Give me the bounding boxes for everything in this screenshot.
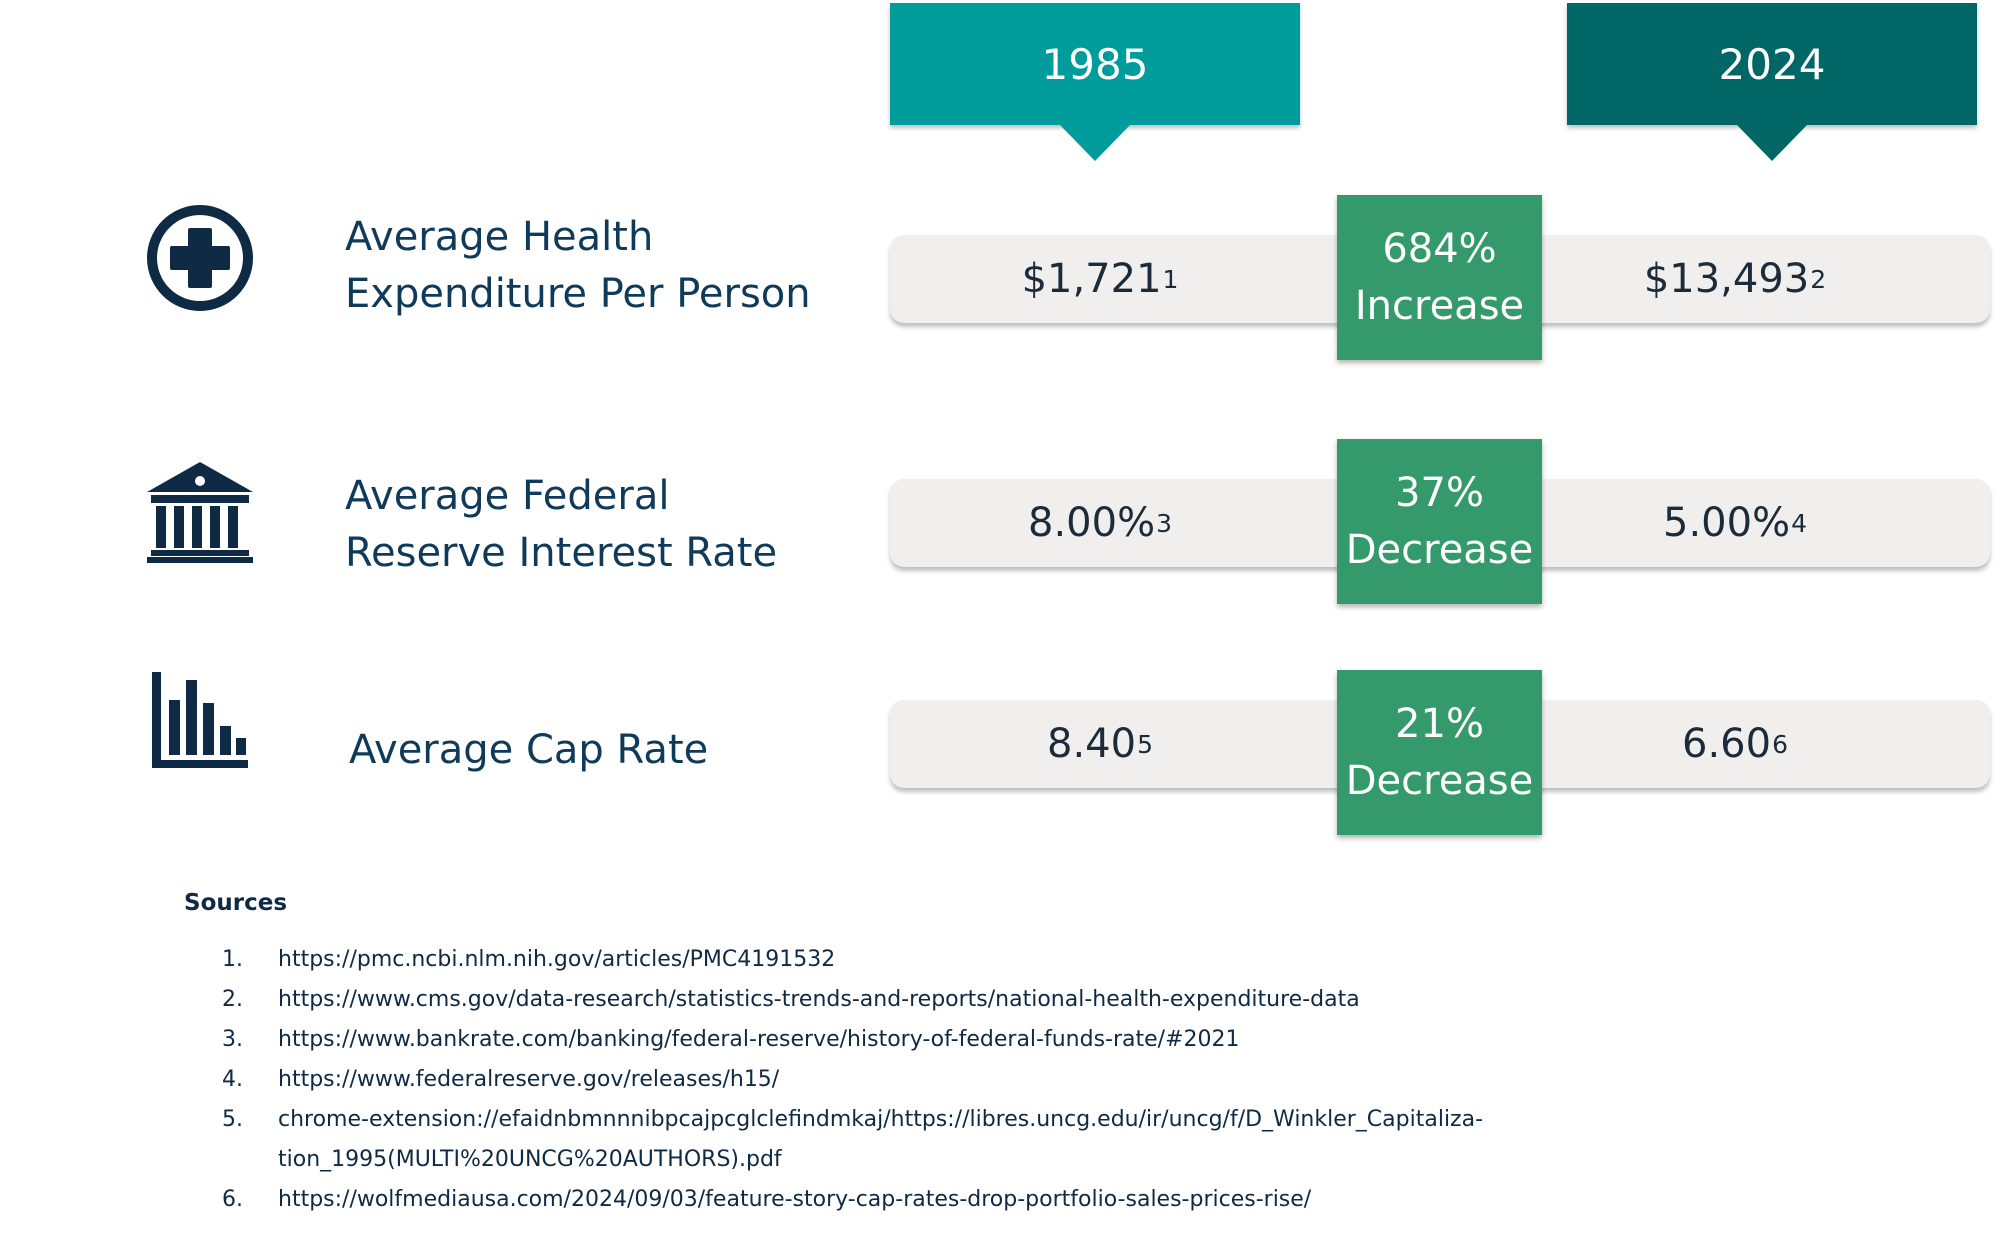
header-2024: 2024 (1567, 3, 1977, 161)
footnote-ref-4: 4 (1791, 508, 1807, 538)
source-item: 1. https://pmc.ncbi.nlm.nih.gov/articles… (222, 940, 1738, 980)
value-1985-cap-rate: 8.40 5 (890, 700, 1310, 788)
source-item: 2. https://www.cms.gov/data-research/sta… (222, 980, 1738, 1020)
row-label-health-line2: Expenditure Per Person (345, 271, 811, 317)
row-label-cap-rate-line1: Average Cap Rate (349, 727, 709, 773)
sources-title: Sources (184, 890, 288, 916)
value-1985-health: $1,721 1 (890, 235, 1310, 323)
row-label-cap-rate: Average Cap Rate (349, 722, 708, 779)
source-item: 6. https://wolfmediausa.com/2024/09/03/f… (222, 1180, 1738, 1220)
value-2024-interest-text: 5.00% (1663, 500, 1791, 546)
value-2024-cap-rate-text: 6.60 (1682, 721, 1772, 767)
change-dir-interest: Decrease (1345, 526, 1534, 573)
source-number: 1. (222, 947, 243, 972)
source-item: 3. https://www.bankrate.com/banking/fede… (222, 1020, 1738, 1060)
value-1985-interest: 8.00% 3 (890, 479, 1310, 567)
source-link[interactable]: chrome-extension://efaidnbmnnnibpcajpcgl… (278, 1107, 1484, 1132)
sources-list: 1. https://pmc.ncbi.nlm.nih.gov/articles… (222, 940, 1738, 1220)
change-dir-health: Increase (1354, 282, 1525, 329)
source-item: 4. https://www.federalreserve.gov/releas… (222, 1060, 1738, 1100)
change-box-health: 684% Increase (1337, 195, 1542, 360)
source-link[interactable]: https://www.bankrate.com/banking/federal… (278, 1027, 1240, 1052)
footnote-ref-1: 1 (1162, 264, 1179, 294)
source-link[interactable]: https://www.cms.gov/data-research/statis… (278, 987, 1360, 1012)
header-2024-pointer (1737, 125, 1807, 161)
bar-chart-icon (152, 672, 248, 768)
source-number: 5. (222, 1107, 243, 1132)
change-box-cap-rate: 21% Decrease (1337, 670, 1542, 835)
footnote-ref-6: 6 (1772, 729, 1788, 759)
footnote-ref-5: 5 (1137, 729, 1153, 759)
source-link[interactable]: https://pmc.ncbi.nlm.nih.gov/articles/PM… (278, 947, 836, 972)
value-2024-interest: 5.00% 4 (1525, 479, 1945, 567)
bank-building-icon (147, 462, 253, 563)
source-link[interactable]: https://wolfmediausa.com/2024/09/03/feat… (278, 1187, 1312, 1212)
footnote-ref-2: 2 (1810, 264, 1827, 294)
change-dir-cap-rate: Decrease (1345, 757, 1534, 804)
row-label-health-line1: Average Health (345, 214, 654, 260)
value-1985-cap-rate-text: 8.40 (1047, 721, 1137, 767)
row-label-health: Average Health Expenditure Per Person (345, 209, 811, 323)
change-pct-cap-rate: 21% (1395, 700, 1484, 747)
value-1985-interest-text: 8.00% (1028, 500, 1156, 546)
row-label-interest: Average Federal Reserve Interest Rate (345, 468, 777, 582)
change-pct-interest: 37% (1395, 469, 1484, 516)
header-1985-label: 1985 (890, 3, 1300, 125)
footnote-ref-3: 3 (1156, 508, 1172, 538)
source-number: 3. (222, 1027, 243, 1052)
source-link[interactable]: https://www.federalreserve.gov/releases/… (278, 1067, 780, 1092)
row-label-interest-line2: Reserve Interest Rate (345, 530, 778, 576)
row-label-interest-line1: Average Federal (345, 473, 670, 519)
medical-cross-icon (147, 205, 253, 311)
value-2024-health-text: $13,493 (1643, 256, 1810, 302)
header-1985-pointer (1060, 125, 1130, 161)
change-pct-health: 684% (1382, 225, 1497, 272)
source-number: 6. (222, 1187, 243, 1212)
source-number: 4. (222, 1067, 243, 1092)
header-1985: 1985 (890, 3, 1300, 161)
value-2024-health: $13,493 2 (1525, 235, 1945, 323)
change-box-interest: 37% Decrease (1337, 439, 1542, 604)
value-2024-cap-rate: 6.60 6 (1525, 700, 1945, 788)
source-link-continued[interactable]: tion_1995(MULTI%20UNCG%20AUTHORS).pdf (278, 1147, 782, 1172)
source-item: 5. chrome-extension://efaidnbmnnnibpcajp… (222, 1100, 1738, 1180)
source-number: 2. (222, 987, 243, 1012)
header-2024-label: 2024 (1567, 3, 1977, 125)
value-1985-health-text: $1,721 (1021, 256, 1162, 302)
